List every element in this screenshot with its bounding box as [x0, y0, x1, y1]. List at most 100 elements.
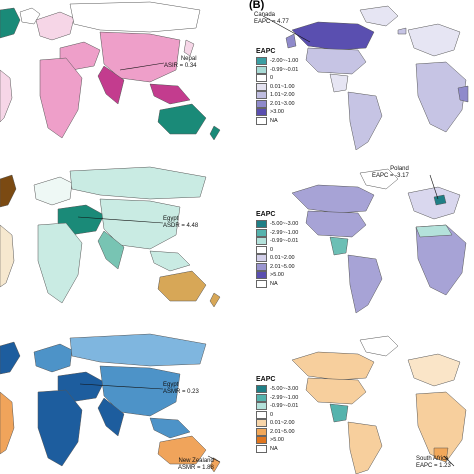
- legend-swatch: [256, 402, 267, 411]
- legend-row: -2.99~-1.00: [256, 228, 299, 238]
- asmr-southeast-asia: [149, 417, 191, 439]
- asir-south-asia: [97, 65, 125, 105]
- asdr-russia: [69, 166, 207, 200]
- legend-swatch: [256, 65, 267, 74]
- legend-swatch: [256, 385, 267, 394]
- legend-row: 0.01~2.00: [256, 419, 298, 428]
- legend-swatch: [256, 419, 267, 428]
- eapc3-south-africa: [433, 447, 449, 463]
- asir-callout-nepal: Nepal ASIR = 0.34: [164, 56, 197, 69]
- legend-label: >5.00: [270, 437, 284, 444]
- eapc2-canada: [291, 184, 375, 214]
- legend-label: -0.99~-0.01: [270, 403, 299, 410]
- legend-label: 2.01~3.00: [270, 100, 295, 107]
- eapc3-canada: [291, 351, 375, 381]
- eapc1-legend: EAPC -2.00~-1.00 -0.99~-0.01 0 0.01~1.00 1.0…: [256, 48, 298, 125]
- asmr-asia: [99, 365, 181, 417]
- legend-row: 2.01~5.00: [256, 427, 298, 437]
- legend-swatch: [256, 393, 267, 402]
- asir-south-america: [0, 69, 13, 123]
- legend-row: -5.00~-3.00: [256, 220, 298, 229]
- eapc2-greenland: [359, 168, 399, 190]
- legend-swatch: [256, 228, 267, 237]
- eapc1-callout-canada: Canada EAPC = 4.77: [254, 12, 289, 25]
- asir-world-map: [0, 1, 221, 141]
- asmr-map-panel: Egypt ASMR = 0.23 New Zealand ASMR = 1.8…: [0, 332, 236, 474]
- legend-label: -5.00~-3.00: [270, 221, 299, 228]
- legend-label: 0: [270, 246, 274, 253]
- asdr-africa: [37, 222, 83, 304]
- eapc3-map-panel: South Africa EAPC = 1.23 EAPC -5.00~-3.0…: [248, 332, 474, 474]
- asir-africa: [39, 57, 83, 139]
- asmr-africa: [37, 389, 83, 467]
- legend-label: 0: [270, 411, 274, 418]
- eapc2-world-map: [291, 168, 467, 314]
- legend-row: -5.00~-3.00: [256, 385, 298, 394]
- asir-map-panel: Nepal ASIR = 0.34: [0, 0, 236, 150]
- eapc2-poland: [433, 194, 447, 206]
- legend-label: -0.99~-0.01: [270, 66, 299, 73]
- legend-row: -2.99~-1.00: [256, 393, 299, 403]
- asdr-asia: [99, 198, 181, 250]
- legend-row: 0.01~2.00: [256, 254, 298, 263]
- eapc1-canada: [291, 21, 375, 51]
- legend-row: 0: [256, 410, 298, 420]
- asdr-australia: [157, 270, 207, 302]
- eapc3-callout-south-africa: South Africa EAPC = 1.23: [416, 456, 451, 469]
- legend-row: 1.01~2.00: [256, 91, 298, 100]
- legend-items: -5.00~-3.00 -2.99~-1.00 -0.99~-0.01 0 0.01~2…: [256, 385, 298, 453]
- eapc2-usa: [305, 210, 367, 238]
- legend-label: 2.01~5.00: [270, 428, 295, 435]
- eapc2-callout-poland: Poland EAPC = -3.17: [372, 166, 409, 179]
- asmr-russia: [69, 333, 207, 367]
- legend-swatch: [256, 279, 267, 288]
- legend-row: NA: [256, 444, 298, 454]
- eapc3-africa: [415, 391, 467, 463]
- legend-swatch: [256, 245, 267, 254]
- legend-row: 0: [256, 74, 298, 83]
- asmr-south-asia: [97, 397, 125, 437]
- legend-title: EAPC: [256, 48, 276, 55]
- legend-label: 0.01~2.00: [270, 420, 295, 427]
- legend-row: NA: [256, 279, 298, 289]
- legend-swatch: [256, 410, 267, 419]
- eapc2-map-panel: Poland EAPC = -3.17 EAPC -5.00~-3.00 -2.9…: [248, 165, 474, 315]
- asdr-europe: [33, 176, 73, 206]
- eapc1-greenland: [359, 5, 399, 27]
- eapc1-africa: [415, 61, 467, 133]
- legend-swatch: [256, 116, 267, 125]
- legend-swatch: [256, 262, 267, 271]
- asmr-callout-egypt: Egypt ASMR = 0.23: [163, 382, 199, 395]
- legend-swatch: [256, 57, 267, 66]
- legend-label: -2.99~-1.00: [270, 394, 299, 401]
- eapc3-usa: [305, 377, 367, 405]
- eapc3-europe: [407, 353, 461, 387]
- asir-russia: [69, 1, 201, 33]
- legend-swatch: [256, 427, 267, 436]
- legend-row: >3.00: [256, 108, 298, 117]
- eapc3-south-america: [347, 421, 383, 474]
- eapc3-greenland: [359, 335, 399, 357]
- legend-swatch: [256, 91, 267, 100]
- eapc2-legend: EAPC -5.00~-3.00 -2.99~-1.00 -0.99~-0.01 0 0…: [256, 211, 298, 288]
- eapc1-south-america: [347, 91, 383, 150]
- legend-label: -2.99~-1.00: [270, 229, 299, 236]
- legend-label: NA: [270, 445, 278, 452]
- legend-label: 0.01~1.00: [270, 83, 295, 90]
- legend-title: EAPC: [256, 211, 276, 218]
- eapc1-iceland: [397, 27, 407, 35]
- legend-title: EAPC: [256, 376, 276, 383]
- legend-row: 2.01~5.00: [256, 262, 298, 272]
- legend-label: 1.01~2.00: [270, 92, 295, 99]
- legend-swatch: [256, 271, 267, 280]
- legend-items: -5.00~-3.00 -2.99~-1.00 -0.99~-0.01 0 0.01~2…: [256, 220, 298, 288]
- eapc1-alaska: [285, 33, 297, 49]
- asmr-europe: [33, 343, 73, 373]
- legend-swatch: [256, 220, 267, 229]
- eapc1-world-map: [262, 5, 469, 150]
- legend-label: -2.00~-1.00: [270, 58, 299, 65]
- legend-label: NA: [270, 280, 278, 287]
- asmr-callout-nz: New Zealand ASMR = 1.88: [178, 458, 214, 471]
- legend-row: >5.00: [256, 436, 298, 445]
- eapc2-europe: [407, 186, 461, 220]
